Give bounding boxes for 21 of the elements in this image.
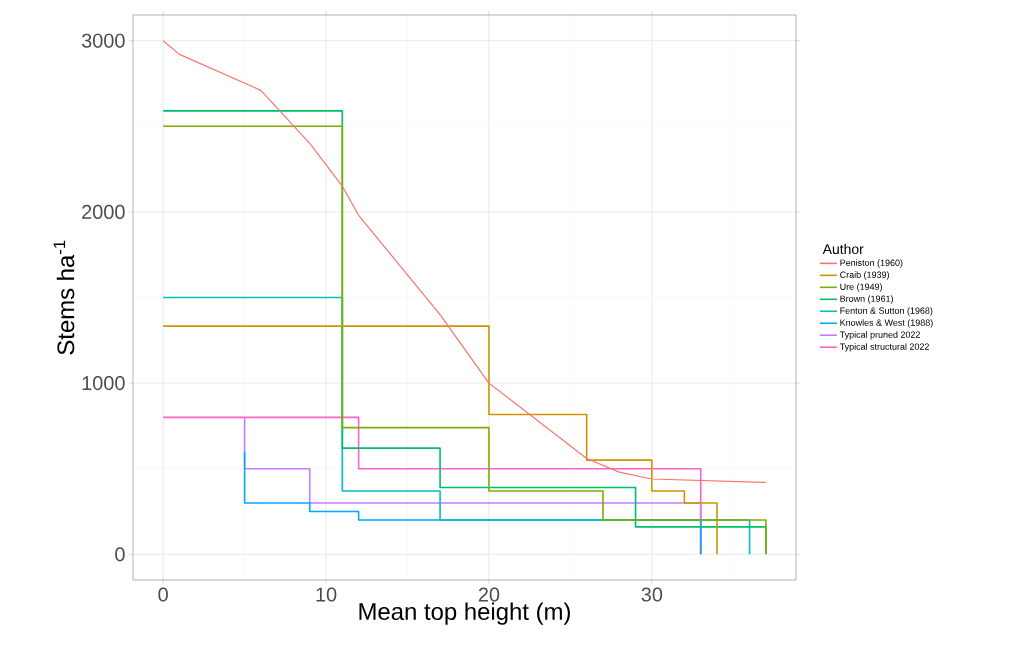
x-tick-label: 10 (316, 587, 337, 602)
y-tick-label: 3000 (81, 33, 125, 48)
y-tick-label: 2000 (82, 204, 125, 219)
legend-label: Knowles & West (1988) (840, 319, 933, 328)
y-tick-label: 0 (115, 547, 125, 562)
legend-label: Craib (1939) (840, 271, 889, 280)
line-series (162, 40, 767, 484)
legend-label: Typical structural 2022 (839, 343, 929, 352)
legend-label: Ure (1949) (840, 283, 882, 292)
y-tick-label: 1000 (82, 376, 125, 391)
legend-label: Peniston (1960) (840, 259, 903, 268)
line-series (162, 325, 718, 556)
x-tick-label: 20 (478, 587, 500, 602)
x-tick-label: 0 (158, 587, 168, 602)
legend-title: Author (822, 243, 864, 255)
legend-label: Typical pruned 2022 (839, 331, 920, 340)
legend-label: Fenton & Sutton (1968) (840, 307, 933, 316)
y-axis-title: Stems ha$^{-1}$ (53, 240, 75, 355)
x-tick-label: 30 (641, 587, 663, 602)
legend-label: Brown (1961) (840, 295, 893, 304)
x-axis-title: Mean top height (m) (359, 602, 570, 625)
